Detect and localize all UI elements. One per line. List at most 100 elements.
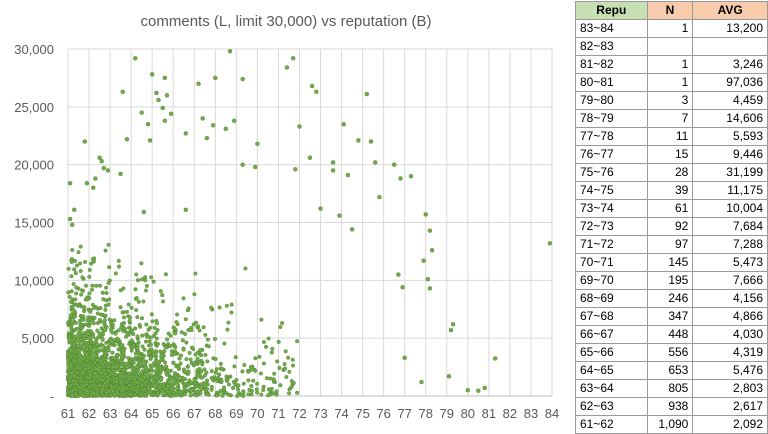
- data-point: [282, 362, 287, 367]
- data-point: [104, 291, 109, 296]
- data-point: [162, 118, 168, 123]
- data-point: [179, 330, 184, 335]
- data-point: [76, 343, 81, 348]
- data-point: [141, 209, 147, 215]
- data-point: [79, 386, 84, 391]
- data-point: [128, 392, 133, 397]
- data-point: [105, 380, 110, 385]
- data-point: [119, 325, 124, 330]
- data-point: [100, 343, 105, 348]
- data-point: [151, 380, 156, 385]
- cell-n: 7: [646, 109, 694, 128]
- data-point: [356, 138, 361, 143]
- data-point: [116, 258, 121, 263]
- data-point: [271, 377, 276, 382]
- cell-repu: 64~65: [575, 361, 648, 380]
- chart-title: comments (L, limit 30,000) vs reputation…: [141, 13, 432, 30]
- data-point: [283, 366, 288, 371]
- data-point: [82, 139, 88, 144]
- x-tick-label: 67: [187, 406, 201, 421]
- data-point: [209, 305, 214, 310]
- data-point: [106, 242, 111, 247]
- cell-avg: 5,476: [692, 361, 768, 380]
- data-point: [157, 385, 162, 390]
- data-point: [373, 160, 378, 165]
- data-point: [67, 180, 73, 186]
- data-point: [145, 370, 150, 375]
- data-point: [77, 366, 82, 371]
- data-point: [165, 337, 170, 342]
- table-row: 78~79 7 14,606: [575, 109, 768, 128]
- data-point: [161, 381, 166, 386]
- data-point: [153, 331, 158, 336]
- cell-avg: 4,866: [692, 307, 768, 326]
- cell-repu: 69~70: [575, 271, 648, 290]
- data-point: [91, 378, 96, 383]
- data-point: [106, 281, 111, 286]
- data-point: [187, 350, 192, 355]
- data-point: [133, 356, 138, 361]
- cell-n: 1: [646, 55, 694, 74]
- y-tick-label: 10,000: [14, 273, 54, 288]
- data-point: [295, 339, 300, 344]
- data-point: [139, 370, 144, 375]
- data-point: [139, 110, 144, 115]
- data-point: [204, 135, 210, 141]
- data-point: [155, 381, 160, 386]
- data-point: [115, 353, 120, 358]
- data-point: [205, 337, 210, 342]
- data-point: [392, 162, 397, 167]
- data-point: [143, 339, 148, 344]
- data-point: [89, 318, 94, 323]
- x-tick-label: 74: [334, 406, 348, 421]
- data-point: [450, 322, 456, 327]
- data-point: [161, 342, 166, 347]
- data-point: [123, 334, 128, 339]
- data-point: [163, 272, 168, 277]
- data-point: [97, 317, 102, 322]
- data-point: [261, 340, 266, 345]
- data-point: [163, 345, 168, 350]
- data-point: [278, 383, 283, 388]
- table-row: 75~76 28 31,199: [575, 163, 768, 182]
- y-tick-label: 30,000: [14, 42, 54, 57]
- data-point: [81, 317, 86, 322]
- data-point: [195, 362, 200, 367]
- data-point: [229, 302, 234, 307]
- data-point: [102, 360, 107, 365]
- data-point: [276, 339, 281, 344]
- data-point: [133, 377, 138, 382]
- y-tick-label: 15,000: [14, 216, 54, 231]
- data-point: [241, 390, 246, 395]
- data-point: [118, 373, 123, 378]
- data-point: [398, 176, 403, 181]
- data-point: [138, 361, 143, 366]
- data-point: [209, 369, 214, 374]
- cell-avg: 7,684: [692, 217, 768, 236]
- cell-n: 653: [646, 361, 694, 380]
- data-point: [266, 336, 271, 341]
- data-point: [223, 391, 228, 396]
- data-point: [87, 376, 92, 381]
- data-point: [148, 366, 153, 371]
- data-point: [337, 213, 342, 218]
- data-point: [476, 388, 481, 393]
- data-point: [155, 391, 160, 396]
- table-row: 67~68 347 4,866: [575, 307, 768, 326]
- data-point: [133, 287, 138, 292]
- data-point: [106, 364, 111, 369]
- data-point: [83, 283, 88, 288]
- data-point: [158, 289, 163, 294]
- cell-repu: 63~64: [575, 379, 648, 398]
- data-point: [128, 386, 133, 391]
- data-point: [427, 286, 433, 291]
- cell-avg: 10,004: [692, 199, 768, 218]
- data-point: [72, 381, 77, 386]
- x-tick-label: 73: [313, 406, 327, 421]
- data-point: [97, 331, 102, 336]
- data-point: [274, 392, 279, 397]
- data-point: [70, 371, 75, 376]
- y-tick-label: 25,000: [14, 100, 54, 115]
- data-point: [209, 376, 214, 381]
- cell-repu: 81~82: [575, 55, 648, 74]
